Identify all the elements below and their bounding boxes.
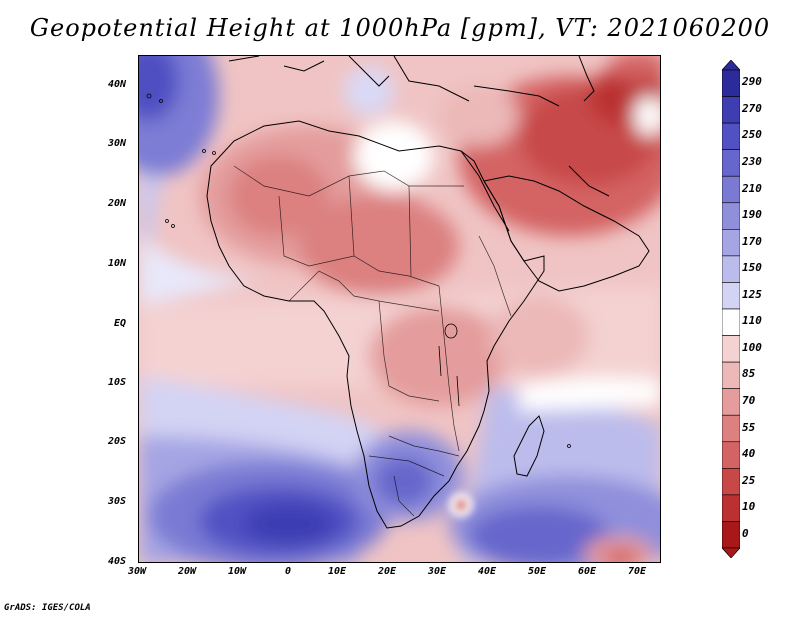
colorbar-swatch xyxy=(722,149,740,177)
x-tick-label: 20W xyxy=(178,566,197,577)
colorbar-label: 85 xyxy=(742,367,756,381)
islands xyxy=(146,93,571,448)
colorbar-top-arrow xyxy=(722,60,740,71)
colorbar-swatch xyxy=(722,96,740,124)
colorbar-swatch xyxy=(722,388,740,416)
colorbar-label: 190 xyxy=(742,208,762,222)
colorbar-swatch xyxy=(722,122,740,150)
colorbar-label: 40 xyxy=(742,447,756,461)
colorbar-label: 150 xyxy=(742,261,762,275)
colorbar-label: 0 xyxy=(742,526,749,540)
x-tick-label: 30W xyxy=(128,566,147,577)
colorbar-swatch xyxy=(722,229,740,257)
colorbar-label: 10 xyxy=(742,500,756,514)
colorbar-label: 100 xyxy=(742,340,762,354)
height-field xyxy=(139,56,660,562)
x-tick-label: 0 xyxy=(285,566,292,577)
colorbar-label: 110 xyxy=(742,314,762,328)
map-svg xyxy=(139,56,660,562)
colorbar-swatch xyxy=(722,441,740,469)
y-tick-label: 30N xyxy=(108,138,127,149)
lakes xyxy=(438,323,460,407)
colorbar-label: 230 xyxy=(742,154,762,168)
colorbar xyxy=(722,60,740,558)
local-low xyxy=(449,493,473,517)
x-tick-label: 20E xyxy=(378,566,397,577)
x-tick-label: 50E xyxy=(528,566,547,577)
colorbar-label: 210 xyxy=(742,181,762,195)
coastlines xyxy=(206,56,650,529)
colorbar-swatch xyxy=(722,308,740,336)
colorbar-label: 125 xyxy=(742,287,762,301)
colorbar-label: 250 xyxy=(742,128,762,142)
x-tick-label: 60E xyxy=(578,566,597,577)
colorbar-swatch xyxy=(722,521,740,549)
x-tick-label: 40E xyxy=(478,566,497,577)
x-tick-label: 10W xyxy=(228,566,247,577)
y-tick-label: 40N xyxy=(108,79,127,90)
colorbar-swatch xyxy=(722,202,740,230)
y-tick-label: 20N xyxy=(108,198,127,209)
colorbar-label: 55 xyxy=(742,420,756,434)
footer-credit: GrADS: IGES/COLA xyxy=(4,603,91,613)
colorbar-label: 170 xyxy=(742,234,762,248)
colorbar-swatch xyxy=(722,335,740,363)
colorbar-label: 70 xyxy=(742,393,756,407)
y-tick-label: 20S xyxy=(108,436,127,447)
colorbar-swatch xyxy=(722,175,740,204)
colorbar-label: 25 xyxy=(742,473,756,487)
colorbar-swatch xyxy=(722,69,740,97)
y-tick-label: 10S xyxy=(108,377,127,388)
map-title: Geopotential Height at 1000hPa [gpm], VT… xyxy=(29,14,771,42)
x-tick-label: 70E xyxy=(628,566,647,577)
colorbar-swatch xyxy=(722,494,740,522)
colorbar-swatch xyxy=(722,282,740,310)
x-tick-label: 30E xyxy=(428,566,447,577)
colorbar-swatch xyxy=(722,468,740,496)
colorbar-swatch xyxy=(722,414,740,443)
colorbar-swatch xyxy=(722,361,740,389)
map-area xyxy=(138,55,661,563)
y-tick-label: 40S xyxy=(108,556,127,567)
y-tick-label: 30S xyxy=(108,496,127,507)
colorbar-label: 270 xyxy=(742,101,762,115)
colorbar-label: 290 xyxy=(742,75,762,89)
y-tick-label: 10N xyxy=(108,258,127,269)
country-borders xyxy=(233,165,512,517)
y-tick-label: EQ xyxy=(114,318,127,329)
x-tick-label: 10E xyxy=(328,566,347,577)
colorbar-bottom-arrow xyxy=(722,547,740,558)
colorbar-swatch xyxy=(722,255,740,283)
